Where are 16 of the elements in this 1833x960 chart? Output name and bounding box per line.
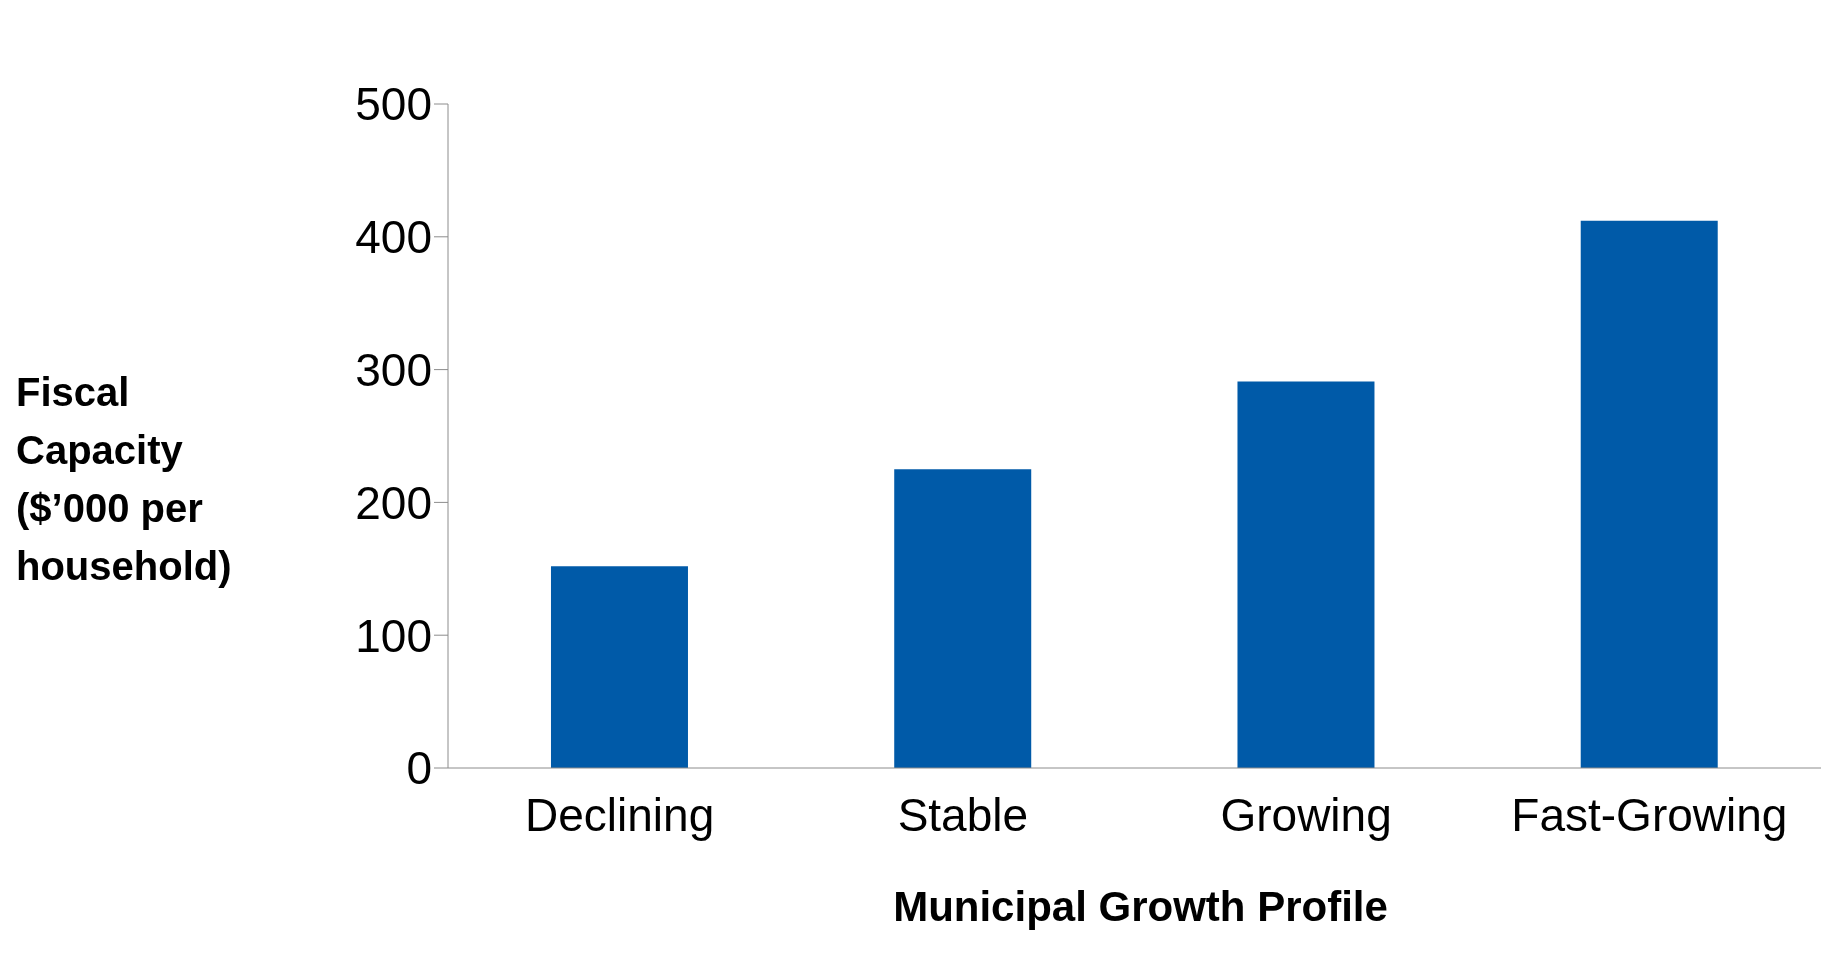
x-tick-label: Growing bbox=[1220, 788, 1392, 841]
y-tick-label: 300 bbox=[355, 343, 432, 396]
x-tick-label: Stable bbox=[897, 788, 1029, 841]
bar bbox=[894, 469, 1032, 768]
bar bbox=[550, 566, 688, 768]
x-tick-label: Fast-Growing bbox=[1511, 788, 1788, 841]
y-tick-label: 500 bbox=[355, 78, 432, 131]
y-axis-title: Fiscal Capacity ($’000 per household) bbox=[16, 369, 233, 590]
y-tick-label: 100 bbox=[355, 609, 432, 662]
y-tick-label: 200 bbox=[355, 476, 432, 529]
y-tick-label: 0 bbox=[406, 742, 432, 795]
x-axis-title: Municipal Growth Profile bbox=[892, 883, 1389, 931]
bar bbox=[1580, 220, 1718, 768]
bar bbox=[1237, 381, 1375, 768]
y-tick-label: 400 bbox=[355, 211, 432, 264]
x-tick-label: Declining bbox=[525, 788, 715, 841]
